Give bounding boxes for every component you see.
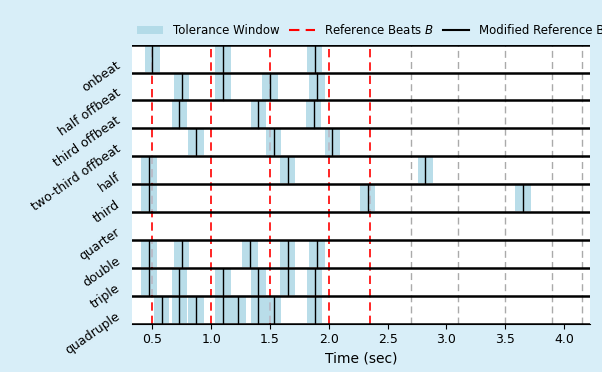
Bar xyxy=(262,73,278,100)
Bar xyxy=(172,269,187,295)
Bar xyxy=(307,45,323,72)
Bar xyxy=(154,296,170,323)
Bar xyxy=(324,129,340,155)
Bar xyxy=(418,157,433,183)
Bar xyxy=(360,185,375,211)
Bar xyxy=(309,241,324,267)
Bar xyxy=(266,296,281,323)
Bar xyxy=(216,73,231,100)
Bar xyxy=(216,269,231,295)
Bar xyxy=(145,45,160,72)
Bar xyxy=(266,129,281,155)
Bar xyxy=(231,296,246,323)
Bar xyxy=(280,241,296,267)
Bar xyxy=(280,157,296,183)
Bar xyxy=(141,241,157,267)
Bar xyxy=(309,73,324,100)
Legend: Tolerance Window, Reference Beats $B$, Modified Reference Beats: Tolerance Window, Reference Beats $B$, M… xyxy=(132,18,602,42)
Bar xyxy=(250,296,266,323)
Bar xyxy=(280,269,296,295)
Bar xyxy=(243,241,258,267)
Bar xyxy=(174,73,190,100)
Bar xyxy=(307,269,323,295)
Bar xyxy=(216,45,231,72)
Bar xyxy=(515,185,530,211)
Bar xyxy=(174,241,190,267)
Bar xyxy=(216,296,231,323)
Bar xyxy=(141,185,157,211)
Bar xyxy=(188,129,203,155)
Bar xyxy=(141,157,157,183)
Bar xyxy=(306,101,321,128)
X-axis label: Time (sec): Time (sec) xyxy=(325,352,397,366)
Bar xyxy=(250,269,266,295)
Bar xyxy=(141,269,157,295)
Bar xyxy=(188,296,203,323)
Bar xyxy=(250,101,266,128)
Bar xyxy=(172,101,187,128)
Bar xyxy=(172,296,187,323)
Bar xyxy=(307,296,323,323)
